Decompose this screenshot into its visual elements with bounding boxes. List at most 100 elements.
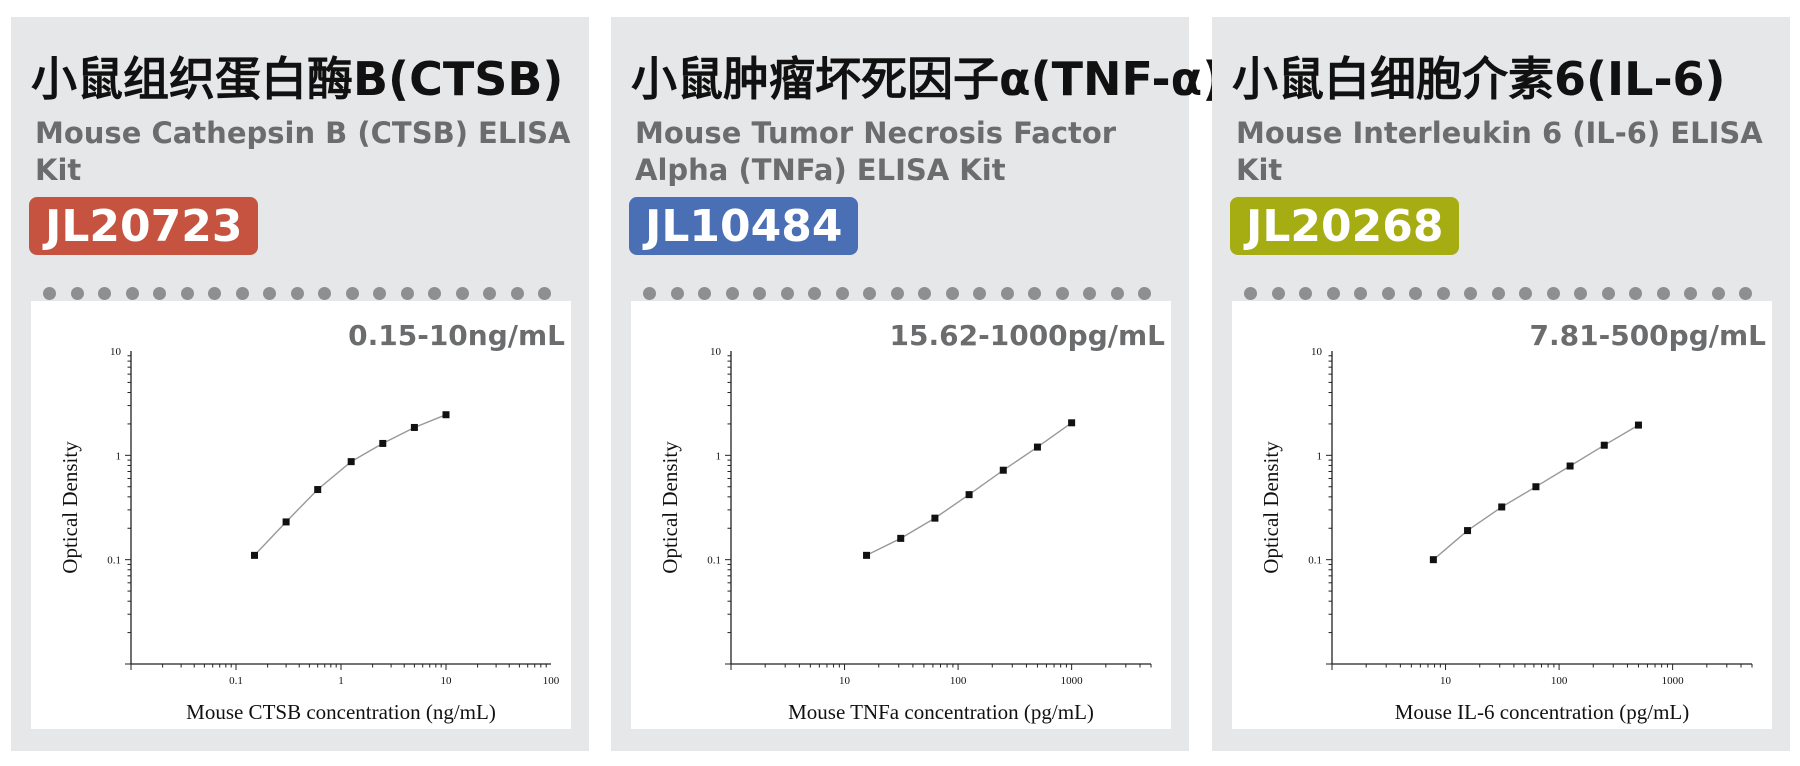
divider-dot (863, 287, 876, 300)
standard-curve-panel: 15.62-1000pg/mL 10 100 1000 0.1 1 10 Mouse TNF… (631, 301, 1171, 729)
data-point (897, 534, 905, 542)
divider-dot (208, 287, 221, 300)
divider-dot (345, 287, 359, 300)
divider-dot (670, 287, 684, 300)
y-tick-label: 0.1 (107, 555, 121, 567)
divider-dot (725, 287, 739, 300)
x-tick-label: 10 (1440, 675, 1452, 687)
x-tick-label: 1000 (1662, 675, 1685, 687)
y-tick-label: 1 (116, 450, 122, 462)
divider-dot (1083, 287, 1096, 300)
divider-dot (1299, 287, 1312, 300)
divider-dot (1711, 287, 1725, 300)
divider-dot (1381, 287, 1395, 300)
x-axis-label: Mouse IL-6 concentration (pg/mL) (1395, 700, 1690, 724)
divider-dot (1601, 287, 1615, 300)
product-title-en: Mouse Tumor Necrosis Factor Alpha (TNFa)… (635, 116, 1117, 187)
divider-dot (1409, 287, 1422, 300)
data-point (863, 551, 871, 559)
catalog-badge: JL20723 (29, 197, 259, 255)
x-axis-label: Mouse TNFa concentration (pg/mL) (788, 700, 1094, 724)
data-point (442, 411, 450, 419)
y-tick-label: 1 (716, 450, 722, 462)
data-point (1634, 421, 1642, 429)
divider-dot (1271, 287, 1285, 300)
divider-dot (1000, 287, 1014, 300)
divider-dot (1629, 287, 1642, 300)
dot-divider (1244, 287, 1764, 301)
data-point (410, 423, 418, 431)
divider-dot (808, 287, 821, 300)
data-point (1033, 443, 1041, 451)
divider-dot (1244, 287, 1257, 300)
data-point (1600, 441, 1608, 449)
divider-dot (918, 287, 931, 300)
divider-dot (1574, 287, 1587, 300)
divider-dot (1739, 287, 1752, 300)
x-tick-label: 100 (950, 675, 967, 687)
divider-dot (1354, 287, 1367, 300)
divider-dot (455, 287, 469, 300)
product-title-en: Mouse Interleukin 6 (IL-6) ELISA Kit (1236, 116, 1763, 187)
x-tick-label: 0.1 (229, 675, 243, 687)
y-axis-label: Optical Density (58, 441, 82, 574)
standard-curve-panel: 7.81-500pg/mL 10 100 1000 0.1 1 10 Mouse IL-6 … (1232, 301, 1772, 729)
product-card-il6: 小鼠白细胞介素6(IL-6) Mouse Interleukin 6 (IL-6… (1212, 17, 1790, 751)
product-card-ctsb: 小鼠组织蛋白酶B(CTSB) Mouse Cathepsin B (CTSB) … (11, 17, 589, 751)
data-point (1532, 483, 1540, 491)
detection-range: 7.81-500pg/mL (1529, 319, 1766, 352)
data-point (282, 518, 290, 526)
divider-dot (263, 287, 276, 300)
divider-dot (753, 287, 766, 300)
divider-dot (290, 287, 304, 300)
data-point (379, 439, 387, 447)
divider-dot (180, 287, 194, 300)
divider-dot (400, 287, 414, 300)
detection-range: 0.15-10ng/mL (348, 319, 565, 352)
data-point (1498, 503, 1506, 511)
divider-dot (1464, 287, 1477, 300)
divider-dot (973, 287, 986, 300)
dot-divider (643, 287, 1163, 301)
divider-dot (643, 287, 656, 300)
data-point (931, 514, 939, 522)
y-axis-label: Optical Density (1259, 441, 1283, 574)
divider-dot (1546, 287, 1560, 300)
y-tick-label: 1 (1317, 450, 1323, 462)
standard-curve-panel: 0.15-10ng/mL 0.1 1 10 100 0.1 1 10 Mouse CTSB c… (31, 301, 571, 729)
product-title-cn: 小鼠白细胞介素6(IL-6) (1232, 52, 1726, 106)
divider-dot (1028, 287, 1041, 300)
product-title-en: Mouse Cathepsin B (CTSB) ELISA Kit (35, 116, 571, 187)
divider-dot (1684, 287, 1697, 300)
data-point (314, 486, 322, 494)
divider-dot (538, 287, 551, 300)
standard-curve-chart-ctsb: 0.1 1 10 100 0.1 1 10 Mouse CTSB concentration … (58, 346, 560, 724)
divider-dot (235, 287, 249, 300)
data-point (1068, 419, 1076, 427)
x-tick-label: 1000 (1061, 675, 1084, 687)
x-tick-label: 100 (1551, 675, 1568, 687)
divider-dot (1055, 287, 1069, 300)
data-point (999, 466, 1007, 474)
y-tick-label: 10 (110, 346, 122, 358)
data-point (347, 458, 355, 466)
divider-dot (698, 287, 711, 300)
divider-dot (1138, 287, 1151, 300)
dot-divider (43, 287, 563, 301)
product-title-cn: 小鼠组织蛋白酶B(CTSB) (31, 52, 564, 106)
divider-dot (780, 287, 794, 300)
data-point (1566, 462, 1574, 470)
divider-dot (945, 287, 959, 300)
divider-dot (1326, 287, 1340, 300)
divider-dot (1656, 287, 1670, 300)
divider-dot (70, 287, 84, 300)
catalog-badge: JL10484 (629, 197, 859, 255)
x-tick-label: 1 (338, 675, 344, 687)
divider-dot (483, 287, 496, 300)
x-tick-label: 10 (839, 675, 851, 687)
standard-curve-chart-il6: 10 100 1000 0.1 1 10 Mouse IL-6 concentration … (1259, 346, 1753, 724)
y-axis-label: Optical Density (658, 441, 682, 574)
product-card-tnfa: 小鼠肿瘤坏死因子α(TNF-α) Mouse Tumor Necrosis Fa… (611, 17, 1223, 751)
fit-curve (253, 414, 447, 556)
x-tick-label: 10 (441, 675, 453, 687)
